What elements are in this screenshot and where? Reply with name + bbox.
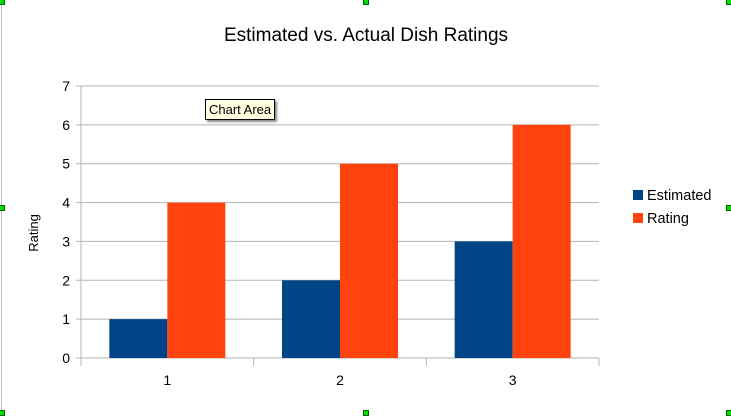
- selection-handle[interactable]: [363, 410, 369, 416]
- x-tick-label: 3: [509, 372, 517, 388]
- bar-estimated: [454, 241, 513, 358]
- y-axis-label: Rating: [26, 214, 41, 252]
- y-tick-label: 4: [62, 195, 70, 211]
- selection-handle[interactable]: [0, 205, 5, 211]
- bar-rating: [340, 163, 398, 358]
- selection-handle[interactable]: [726, 410, 731, 416]
- chart-title: Estimated vs. Actual Dish Ratings: [224, 25, 508, 46]
- bar-rating: [167, 202, 226, 358]
- y-tick-label: 6: [62, 117, 70, 133]
- bar-rating: [512, 124, 571, 358]
- legend-label: Estimated: [647, 188, 711, 204]
- legend-swatch-rating: [633, 213, 643, 223]
- y-tick-label: 2: [62, 272, 70, 288]
- y-tick-label: 0: [62, 350, 70, 366]
- selection-handle[interactable]: [363, 0, 369, 5]
- selection-handle[interactable]: [0, 0, 5, 5]
- selection-handle[interactable]: [726, 0, 731, 5]
- x-tick-label: 1: [163, 372, 171, 388]
- bar-estimated: [282, 280, 340, 358]
- legend-label: Rating: [647, 211, 689, 227]
- y-tick-label: 3: [62, 233, 70, 249]
- bar-estimated: [109, 319, 168, 358]
- legend-swatch-estimated: [633, 190, 643, 200]
- chart-area-tooltip: Chart Area: [205, 99, 276, 120]
- y-tick-label: 7: [62, 78, 70, 94]
- y-tick-label: 1: [62, 311, 70, 327]
- selection-handle[interactable]: [726, 205, 731, 211]
- y-tick-label: 5: [62, 156, 70, 172]
- x-tick-label: 2: [336, 372, 344, 388]
- selection-handle[interactable]: [0, 410, 5, 416]
